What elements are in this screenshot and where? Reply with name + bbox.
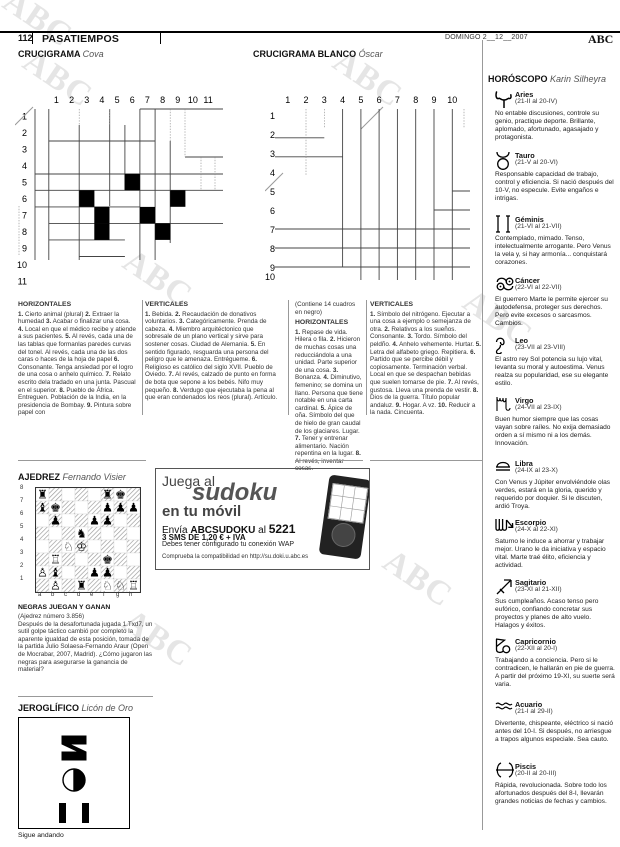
svg-text:7: 7: [145, 95, 150, 105]
svg-text:♜: ♜: [102, 488, 113, 502]
svg-text:♘: ♘: [102, 579, 113, 592]
svg-text:6: 6: [22, 194, 27, 204]
svg-text:♟: ♟: [128, 501, 139, 515]
svg-text:4: 4: [22, 161, 27, 171]
svg-text:5: 5: [358, 95, 363, 105]
svg-text:♟: ♟: [50, 514, 61, 528]
svg-text:♔: ♔: [76, 540, 87, 554]
svg-text:3: 3: [270, 149, 275, 159]
svg-text:2: 2: [69, 95, 74, 105]
svg-text:10: 10: [447, 95, 457, 105]
svg-text:♞: ♞: [76, 527, 87, 541]
svg-text:♟: ♟: [89, 566, 100, 580]
svg-text:♜: ♜: [37, 488, 48, 502]
svg-text:♟: ♟: [102, 566, 113, 580]
svg-text:♝: ♝: [37, 501, 48, 515]
svg-text:1: 1: [54, 95, 59, 105]
svg-text:1: 1: [285, 95, 290, 105]
svg-text:2: 2: [303, 95, 308, 105]
svg-text:♟: ♟: [102, 501, 113, 515]
svg-text:3: 3: [84, 95, 89, 105]
svg-text:3: 3: [22, 145, 27, 155]
svg-text:♘: ♘: [115, 579, 126, 592]
svg-text:8: 8: [22, 227, 27, 237]
svg-text:10: 10: [188, 95, 198, 105]
svg-text:10: 10: [265, 272, 275, 280]
svg-text:♚: ♚: [115, 488, 126, 502]
svg-text:8: 8: [160, 95, 165, 105]
svg-text:6: 6: [377, 95, 382, 105]
svg-text:9: 9: [175, 95, 180, 105]
svg-text:♙: ♙: [50, 579, 61, 592]
svg-text:♟: ♟: [89, 514, 100, 528]
svg-text:3: 3: [322, 95, 327, 105]
svg-text:6: 6: [130, 95, 135, 105]
svg-text:♚: ♚: [102, 553, 113, 567]
svg-text:7: 7: [270, 225, 275, 235]
svg-text:♚: ♚: [50, 501, 61, 515]
svg-text:♟: ♟: [115, 501, 126, 515]
svg-text:4: 4: [99, 95, 104, 105]
svg-text:♙: ♙: [37, 566, 48, 580]
svg-text:♝: ♝: [50, 566, 61, 580]
svg-text:9: 9: [22, 244, 27, 254]
svg-text:5: 5: [270, 187, 275, 197]
svg-text:8: 8: [413, 95, 418, 105]
svg-text:♜: ♜: [76, 579, 87, 592]
svg-text:8: 8: [270, 244, 275, 254]
svg-text:9: 9: [431, 95, 436, 105]
svg-text:7: 7: [395, 95, 400, 105]
svg-text:1: 1: [22, 112, 27, 122]
svg-text:7: 7: [22, 211, 27, 221]
svg-text:♖: ♖: [50, 553, 61, 567]
svg-text:♖: ♖: [128, 579, 139, 592]
svg-text:5: 5: [22, 178, 27, 188]
svg-text:6: 6: [270, 206, 275, 216]
svg-text:1: 1: [270, 111, 275, 121]
svg-text:♘: ♘: [63, 540, 74, 554]
svg-text:4: 4: [340, 95, 345, 105]
svg-text:11: 11: [203, 95, 212, 105]
svg-text:5: 5: [115, 95, 120, 105]
svg-text:10: 10: [17, 260, 27, 270]
svg-text:2: 2: [270, 130, 275, 140]
svg-text:11: 11: [18, 277, 27, 287]
svg-text:4: 4: [270, 168, 275, 178]
svg-text:2: 2: [22, 128, 27, 138]
svg-text:♟: ♟: [102, 514, 113, 528]
